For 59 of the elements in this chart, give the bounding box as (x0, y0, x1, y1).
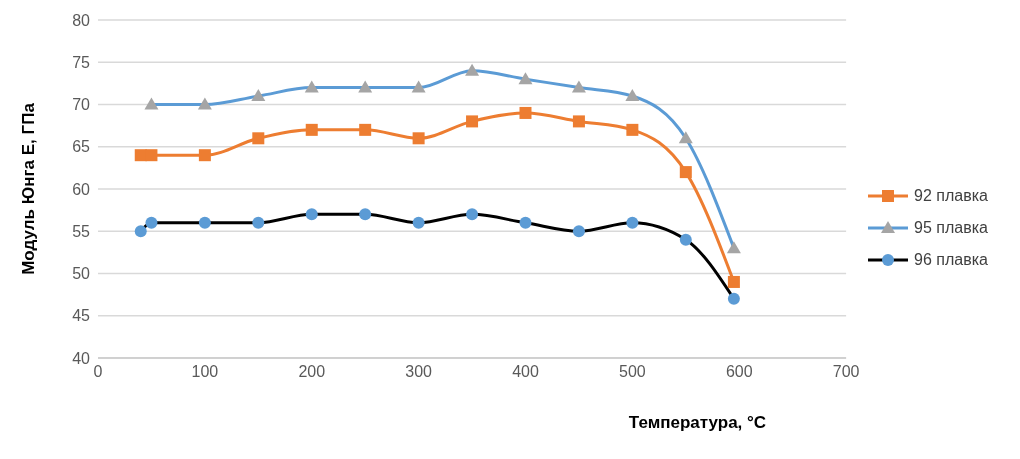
point (305, 123, 318, 136)
point (359, 123, 372, 136)
legend-label: 92 плавка (914, 187, 988, 205)
point (411, 80, 426, 93)
point (626, 123, 639, 136)
point (519, 106, 532, 119)
point (571, 80, 586, 93)
point (304, 80, 319, 93)
x-tick-label: 600 (725, 363, 753, 381)
point (145, 216, 158, 229)
point (252, 132, 265, 145)
point (518, 72, 533, 85)
y-tick-label: 40 (72, 349, 91, 367)
point (626, 216, 639, 229)
point (625, 89, 640, 102)
point (572, 225, 585, 238)
point (252, 216, 265, 229)
point (134, 225, 147, 238)
y-tick-label: 70 (72, 96, 91, 114)
point (465, 63, 480, 76)
point (572, 115, 585, 128)
point (198, 216, 211, 229)
point (359, 208, 372, 221)
x-tick-label: 0 (93, 363, 103, 381)
point (197, 97, 212, 110)
x-tick-label: 100 (191, 363, 219, 381)
point (519, 216, 532, 229)
x-tick-label: 200 (298, 363, 326, 381)
x-tick-label: 400 (512, 363, 539, 381)
point (198, 149, 211, 162)
x-axis-title: Температура, °C (628, 413, 767, 432)
point (412, 132, 425, 145)
x-tick-label: 700 (832, 363, 860, 381)
y-tick-label: 65 (72, 138, 91, 156)
y-tick-label: 45 (72, 307, 91, 325)
point (466, 208, 479, 221)
x-tick-label: 300 (405, 363, 433, 381)
point (412, 216, 425, 229)
y-tick-label: 75 (72, 53, 91, 71)
point (305, 208, 318, 221)
point (251, 89, 266, 102)
point (679, 233, 692, 246)
point (144, 97, 159, 110)
y-tick-label: 80 (72, 11, 91, 29)
point (678, 131, 693, 144)
point (145, 149, 158, 162)
legend-label: 96 плавка (914, 251, 988, 269)
y-tick-label: 60 (72, 180, 91, 198)
x-tick-label: 500 (619, 363, 646, 381)
y-tick-label: 50 (72, 265, 91, 283)
legend-label: 95 плавка (914, 219, 988, 237)
y-axis-title: Модуль Юнга Е, ГПа (19, 102, 39, 275)
point (358, 80, 373, 93)
point (727, 292, 740, 305)
y-tick-label: 55 (72, 222, 91, 240)
point (727, 275, 740, 288)
point (726, 241, 741, 254)
point (679, 166, 692, 179)
point (466, 115, 479, 128)
